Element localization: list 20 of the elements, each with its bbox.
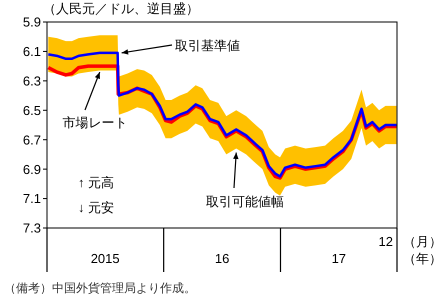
x-axis-title: （月）（年） bbox=[403, 234, 439, 266]
y-tick-label: 5.9 bbox=[22, 14, 41, 30]
x-tick-label: 17 bbox=[332, 251, 346, 266]
annotation: ↓ 元安 bbox=[78, 200, 114, 215]
y-tick-label: 6.5 bbox=[22, 102, 41, 118]
y-tick-label: 6.3 bbox=[22, 73, 41, 88]
y-tick-label: 7.3 bbox=[22, 220, 41, 236]
y-tick-label: 6.1 bbox=[22, 44, 41, 60]
text: 12 bbox=[378, 234, 393, 249]
y-tick-label: 6.9 bbox=[22, 162, 41, 177]
annotation: 市場レート bbox=[62, 115, 128, 130]
text: （備考）中国外貨管理局より作成。 bbox=[4, 281, 196, 295]
y-tick-label: 6.7 bbox=[22, 132, 41, 148]
annotation: 取引基準値 bbox=[175, 38, 240, 53]
y-axis-title: （人民元／ドル、逆目盛） bbox=[43, 1, 199, 16]
x-tick-label: 2015 bbox=[90, 251, 120, 266]
x-tick-label: 16 bbox=[214, 251, 230, 266]
annotation: ↑ 元高 bbox=[78, 175, 114, 190]
y-tick-label: 7.1 bbox=[22, 191, 41, 206]
annotation: 取引可能値幅 bbox=[206, 194, 284, 209]
